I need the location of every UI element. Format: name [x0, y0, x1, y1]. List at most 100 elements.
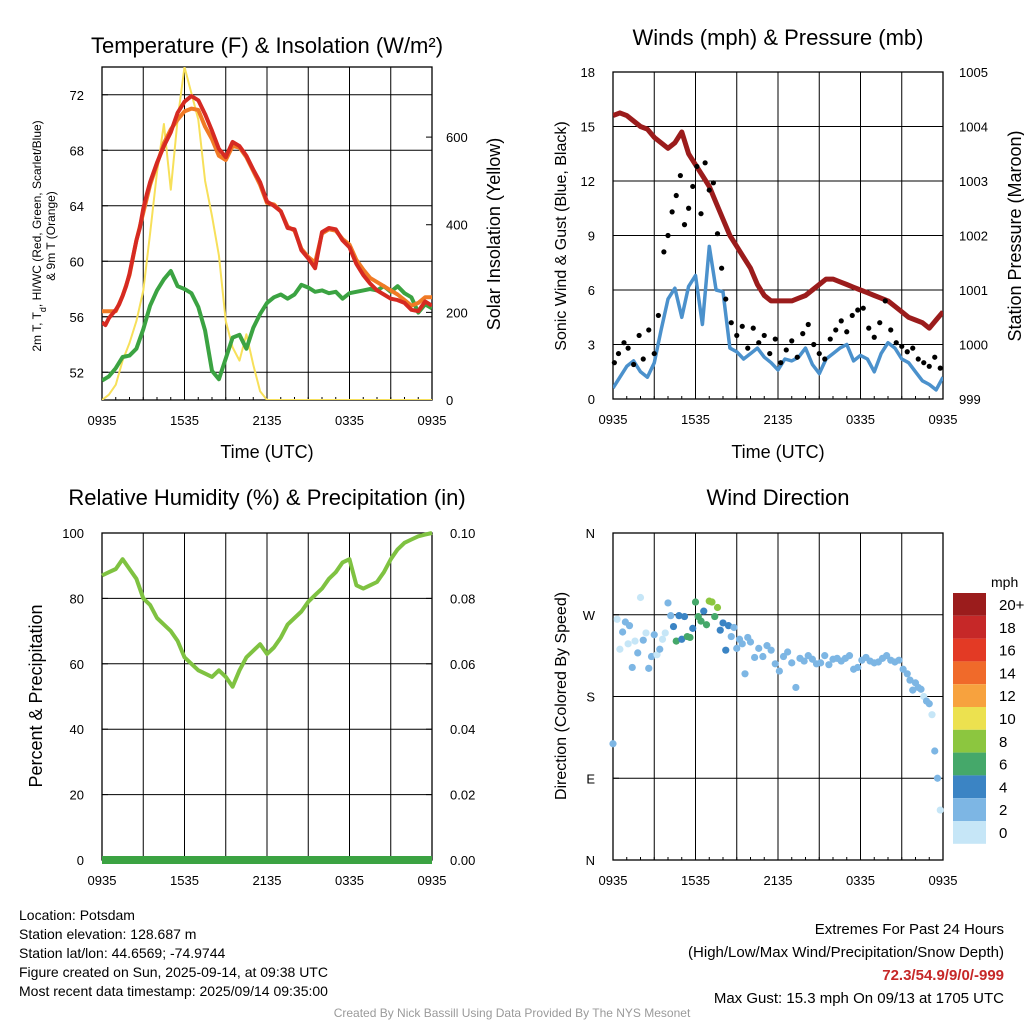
- direction-point: [928, 711, 936, 719]
- direction-point: [628, 663, 636, 672]
- gust-point: [833, 327, 839, 333]
- y-tick-label: S: [586, 690, 595, 705]
- gust-point: [673, 192, 679, 199]
- gust-point: [681, 222, 688, 228]
- direction-point: [724, 622, 733, 630]
- chart-title: Wind Direction: [706, 485, 849, 510]
- gust-point: [816, 350, 822, 357]
- colorbar-swatch: [953, 707, 986, 730]
- y-tick-label: N: [586, 526, 595, 541]
- y-tick-label: 18: [581, 65, 595, 80]
- y2-axis-label: Station Pressure (Maroon): [1005, 130, 1024, 341]
- colorbar-label: 4: [999, 779, 1007, 796]
- gust-point: [631, 361, 637, 368]
- direction-point: [906, 676, 914, 684]
- x-tick-label: 0935: [929, 873, 958, 888]
- colorbar-swatch: [953, 593, 986, 616]
- gust-point: [611, 360, 617, 366]
- direction-point: [775, 667, 783, 675]
- direction-point: [788, 659, 796, 667]
- gust-point: [794, 354, 800, 360]
- chart-2-frame: [101, 532, 433, 861]
- gust-point: [937, 365, 943, 371]
- y-tick-label: 60: [70, 254, 84, 269]
- gust-point: [822, 356, 828, 362]
- x-tick-label: 0935: [599, 873, 628, 888]
- most-recent-data: Most recent data timestamp: 2025/09/14 0…: [19, 983, 328, 999]
- y-tick-label: 68: [70, 143, 84, 158]
- direction-point: [697, 617, 705, 625]
- y-tick-label: 15: [581, 120, 595, 135]
- chart-title: Winds (mph) & Pressure (mb): [633, 25, 924, 50]
- gust-point: [778, 360, 784, 366]
- y-tick-label: 60: [70, 657, 84, 672]
- y-axis-label-group: Direction (Colored By Speed): [553, 592, 570, 800]
- y-axis-label: Sonic Wind & Gust (Blue, Black): [553, 121, 570, 350]
- direction-point: [722, 646, 730, 654]
- gust-point: [811, 341, 817, 348]
- direction-point: [746, 638, 755, 646]
- direction-point: [680, 612, 689, 621]
- gust-point: [860, 305, 866, 311]
- gust-point: [921, 360, 927, 366]
- y2-tick-label: 0.02: [450, 788, 475, 803]
- y2-tick-label: 1001: [959, 283, 988, 298]
- gust-point: [686, 205, 692, 211]
- direction-point: [759, 652, 767, 661]
- colorbar-swatch: [953, 798, 986, 821]
- direction-point: [903, 670, 911, 678]
- x-tick-label: 0935: [418, 873, 447, 888]
- gust-point: [783, 347, 789, 353]
- gust-point: [646, 327, 652, 333]
- direction-point: [689, 624, 697, 632]
- direction-point: [678, 635, 686, 643]
- gust-point: [789, 338, 795, 344]
- gust-point: [734, 332, 740, 339]
- y-axis-label-group: Sonic Wind & Gust (Blue, Black): [553, 121, 570, 350]
- gust-point: [888, 327, 894, 333]
- direction-point: [821, 652, 829, 660]
- series-line-solar-insolation: [102, 67, 432, 400]
- colorbar-label: 20+: [999, 597, 1024, 614]
- x-axis-label: Time (UTC): [220, 442, 313, 462]
- y-tick-label: 0: [588, 392, 595, 407]
- gust-point: [669, 209, 675, 215]
- y-tick-label: 12: [581, 174, 595, 189]
- x-tick-label: 2135: [764, 873, 793, 888]
- x-tick-label: 0335: [335, 873, 364, 888]
- y-tick-label: 56: [70, 310, 84, 325]
- x-tick-label: 0335: [335, 413, 364, 428]
- direction-point: [645, 664, 653, 672]
- colorbar-swatch: [953, 638, 986, 662]
- x-axis-label: Time (UTC): [731, 442, 824, 462]
- direction-point: [669, 622, 678, 631]
- direction-point: [708, 598, 716, 606]
- direction-point: [751, 653, 759, 662]
- y-axis-label: Percent & Precipitation: [26, 604, 46, 787]
- direction-point: [686, 633, 694, 642]
- direction-point: [616, 645, 624, 653]
- y2-tick-label: 200: [446, 305, 468, 320]
- y2-axis-label-group: Station Pressure (Maroon): [1005, 130, 1024, 341]
- y-tick-label: 80: [70, 591, 84, 606]
- direction-point: [719, 619, 727, 627]
- direction-point: [656, 645, 664, 653]
- direction-point: [771, 660, 779, 668]
- colorbar-label: 16: [999, 643, 1016, 660]
- x-tick-label: 0935: [599, 412, 628, 427]
- y2-tick-label: 0: [446, 393, 453, 408]
- gust-point: [932, 354, 938, 360]
- y-axis-label-part: 2m T, T: [30, 311, 44, 351]
- gust-point: [805, 321, 811, 328]
- colorbar-label: 12: [999, 688, 1016, 705]
- max-gust: Max Gust: 15.3 mph On 09/13 at 1705 UTC: [713, 990, 1004, 1007]
- x-tick-label: 2135: [764, 412, 793, 427]
- direction-point: [700, 607, 708, 615]
- direction-point: [658, 635, 667, 643]
- y-tick-label: W: [583, 608, 596, 623]
- x-tick-label: 0335: [846, 412, 875, 427]
- y-axis-label-part: , HI/WC (Red, Green, Scarlet/Blue): [30, 120, 44, 307]
- direction-point: [639, 636, 647, 644]
- gust-point: [750, 325, 756, 331]
- gust-point: [694, 163, 700, 170]
